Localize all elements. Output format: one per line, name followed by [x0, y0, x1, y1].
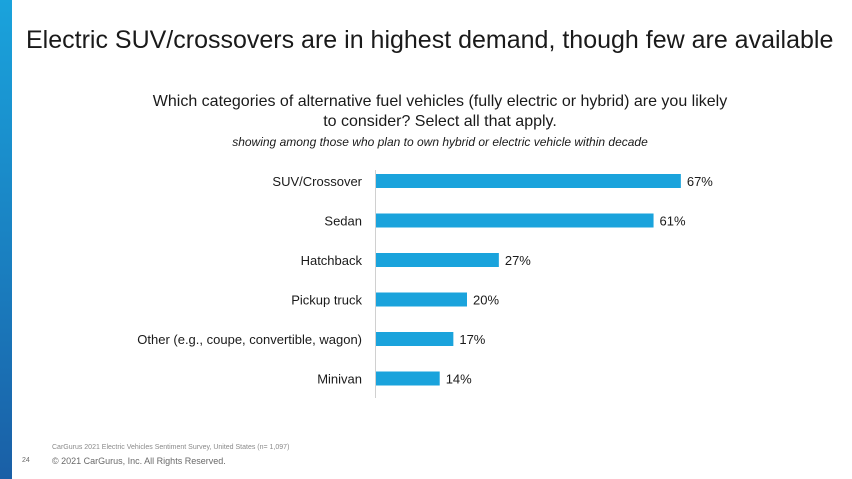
bar	[376, 371, 440, 386]
slide-title: Electric SUV/crossovers are in highest d…	[26, 26, 834, 54]
value-label: 20%	[473, 293, 499, 308]
value-label: 61%	[660, 214, 686, 229]
bar	[376, 213, 654, 228]
category-label: Sedan	[324, 214, 362, 229]
category-label: SUV/Crossover	[272, 174, 362, 189]
bar	[376, 253, 499, 267]
category-label: Hatchback	[301, 253, 363, 268]
copyright-notice: © 2021 CarGurus, Inc. All Rights Reserve…	[52, 456, 226, 466]
chart-title: Which categories of alternative fuel veh…	[152, 93, 728, 130]
category-label: Pickup truck	[291, 293, 362, 308]
value-label: 14%	[446, 372, 472, 387]
category-label: Minivan	[317, 372, 362, 387]
accent-bar	[0, 0, 12, 479]
source-note: CarGurus 2021 Electric Vehicles Sentimen…	[52, 444, 290, 451]
value-label: 67%	[687, 174, 713, 189]
bar	[376, 332, 454, 346]
page-number: 24	[22, 457, 30, 464]
chart-subtitle: showing among those who plan to own hybr…	[232, 135, 648, 149]
bar	[376, 292, 467, 307]
value-label: 17%	[459, 332, 485, 347]
bar	[376, 174, 681, 188]
category-label: Other (e.g., coupe, convertible, wagon)	[137, 332, 362, 347]
value-label: 27%	[505, 253, 531, 268]
